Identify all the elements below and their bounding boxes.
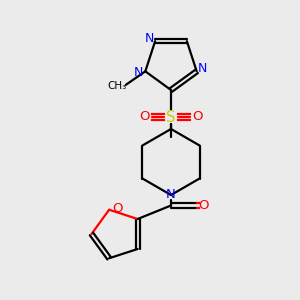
Text: N: N [134, 66, 143, 79]
Text: N: N [145, 32, 154, 45]
Text: CH₃: CH₃ [107, 81, 126, 91]
Text: O: O [192, 110, 202, 124]
Text: O: O [198, 199, 208, 212]
Text: O: O [140, 110, 150, 124]
Text: S: S [166, 110, 176, 124]
Text: N: N [166, 188, 176, 202]
Text: N: N [197, 62, 207, 75]
Text: O: O [112, 202, 123, 215]
